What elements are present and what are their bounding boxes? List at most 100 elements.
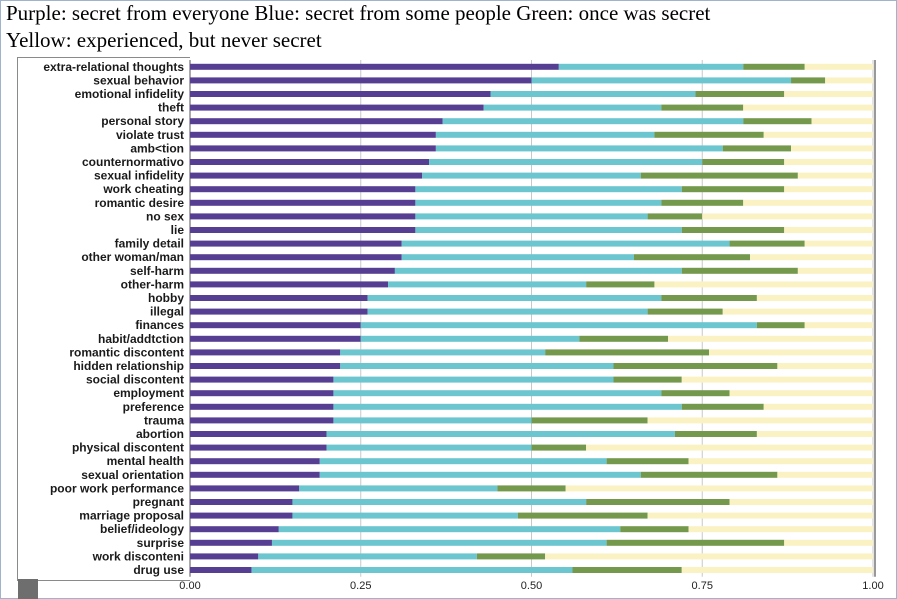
bar-segment <box>190 553 259 560</box>
bar-segment <box>654 131 764 138</box>
bar-segment <box>804 63 873 70</box>
category-label: sexual orientation <box>81 468 184 482</box>
bar-segment <box>190 213 416 220</box>
category-label: romantic discontent <box>69 345 184 359</box>
category-label: hidden relationship <box>73 359 184 373</box>
bar-segment <box>415 213 648 220</box>
bar-segment <box>784 186 873 193</box>
bar-segment <box>190 77 532 84</box>
bar-segment <box>756 431 873 437</box>
bar-segment <box>190 403 334 410</box>
bar-segment <box>565 485 873 492</box>
bar-segment <box>586 499 730 505</box>
bar-segment <box>292 499 587 505</box>
category-label: emotional infidelity <box>75 87 185 101</box>
bar-segment <box>388 281 587 288</box>
bar-segment <box>360 322 757 329</box>
bar-segment <box>394 267 682 274</box>
bar-segment <box>190 104 484 111</box>
bar-segment <box>190 63 559 70</box>
bar-segment <box>729 240 805 247</box>
bar-segment <box>620 526 689 533</box>
bar-segment <box>190 526 279 533</box>
bar-segment <box>258 553 477 560</box>
bar-segment <box>722 145 792 152</box>
bar-segment <box>497 485 566 492</box>
bar-segment <box>251 567 573 573</box>
bar-segment <box>517 512 648 519</box>
category-label: sexual infidelity <box>94 169 184 183</box>
bar-segment <box>797 172 873 179</box>
bar-segment <box>572 567 682 573</box>
bar-segment <box>804 322 873 329</box>
bar-segment <box>756 295 873 301</box>
bar-segment <box>784 539 873 546</box>
category-label: hobby <box>148 291 184 305</box>
bar-segment <box>688 526 873 533</box>
bar-segment <box>729 499 873 505</box>
x-tick-label: 0.00 <box>179 580 200 592</box>
category-label: amb<tion <box>130 141 184 155</box>
bar-segment <box>190 539 272 546</box>
bar-segment <box>702 213 873 220</box>
bar-segment <box>190 471 320 478</box>
bar-segment <box>190 485 300 492</box>
bar-segment <box>190 240 402 247</box>
bar-segment <box>333 403 682 410</box>
bar-segment <box>190 349 341 356</box>
category-label: poor work performance <box>50 481 184 495</box>
bar-segment <box>545 349 710 356</box>
chart-legend-line-2: Yellow: experienced, but never secret <box>6 28 322 52</box>
bar-segment <box>415 199 662 206</box>
bar-segment <box>415 186 682 193</box>
bar-segment <box>784 159 873 165</box>
bar-segment <box>743 118 812 125</box>
bar-segment <box>743 104 873 111</box>
category-label: marriage proposal <box>79 509 184 523</box>
bar-segment <box>292 512 518 519</box>
bar-segment <box>661 295 757 301</box>
bar-segment <box>695 91 785 97</box>
category-label: preference <box>123 400 185 414</box>
bar-segment <box>490 91 696 97</box>
bar-segment <box>606 539 785 546</box>
bar-segment <box>299 485 498 492</box>
bar-segment <box>190 417 334 424</box>
category-label: romantic desire <box>95 196 185 210</box>
bar-segment <box>190 390 334 397</box>
category-label: employment <box>113 386 184 400</box>
bar-segment <box>190 186 416 193</box>
bar-segment <box>190 376 334 383</box>
category-label: mental health <box>107 454 184 468</box>
bar-segment <box>190 227 416 233</box>
category-label: finances <box>135 318 184 332</box>
category-label: social discontent <box>86 373 184 387</box>
bar-segment <box>190 363 341 369</box>
bar-segment <box>190 444 327 451</box>
bar-segment <box>729 390 873 397</box>
bar-segment <box>319 458 607 465</box>
category-label: illegal <box>150 305 184 319</box>
bar-segment <box>367 295 662 301</box>
bar-segment <box>190 308 368 315</box>
bar-segment <box>190 322 361 329</box>
bar-segment <box>586 281 655 288</box>
category-label: trauma <box>144 413 184 427</box>
bar-segment <box>190 295 368 301</box>
bar-segment <box>190 267 395 274</box>
category-label: belief/ideology <box>100 522 184 536</box>
bar-segment <box>435 131 655 138</box>
bar-segment <box>688 458 873 465</box>
bar-segment <box>709 349 873 356</box>
bar-segment <box>190 431 327 437</box>
bar-segment <box>647 308 723 315</box>
bar-segment <box>681 376 873 383</box>
scroll-corner-handle[interactable] <box>18 579 38 599</box>
bar-segment <box>271 539 607 546</box>
bar-segment <box>763 403 873 410</box>
bar-segment <box>756 322 805 329</box>
category-label: family detail <box>115 237 184 251</box>
bar-segment <box>640 471 778 478</box>
bar-segment <box>784 91 873 97</box>
category-label: work cheating <box>102 182 184 196</box>
